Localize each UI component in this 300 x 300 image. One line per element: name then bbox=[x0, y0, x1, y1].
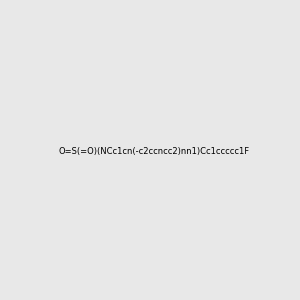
Text: O=S(=O)(NCc1cn(-c2ccncc2)nn1)Cc1ccccc1F: O=S(=O)(NCc1cn(-c2ccncc2)nn1)Cc1ccccc1F bbox=[58, 147, 249, 156]
